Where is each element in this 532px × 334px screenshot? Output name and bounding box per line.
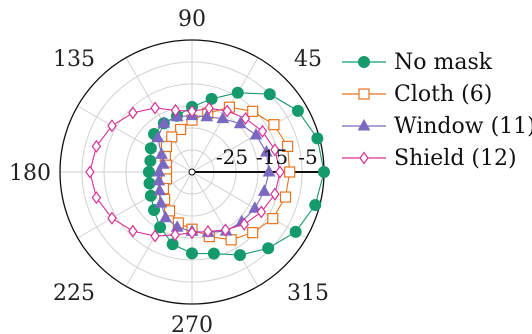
data-point <box>107 119 117 133</box>
data-point <box>151 130 165 143</box>
data-point <box>358 56 370 68</box>
data-point <box>282 140 294 152</box>
legend: No mask Cloth (6) Window (11) Shield (12) <box>342 50 532 171</box>
data-point <box>262 242 275 255</box>
data-point <box>357 118 371 131</box>
legend-item: Window (11) <box>342 114 532 139</box>
data-point <box>257 184 271 196</box>
data-point <box>85 165 95 179</box>
legend-label: Window (11) <box>394 114 532 139</box>
data-point <box>205 92 218 105</box>
series-group <box>85 101 285 243</box>
data-point <box>175 123 187 136</box>
data-point <box>156 157 170 169</box>
legend-label: Cloth (6) <box>394 82 492 107</box>
data-point <box>309 199 322 212</box>
data-point <box>231 86 244 99</box>
angle-tick-label: 180 <box>9 161 51 186</box>
data-point <box>240 111 251 126</box>
data-point <box>358 88 370 100</box>
data-point <box>233 249 246 262</box>
data-point <box>154 196 168 208</box>
legend-label: Shield (12) <box>394 146 517 171</box>
data-point <box>170 103 181 117</box>
legend-item: Cloth (6) <box>342 82 492 107</box>
data-point <box>155 147 168 159</box>
center-point <box>188 168 196 176</box>
legend-item: No mask <box>342 50 493 75</box>
data-point <box>267 213 279 225</box>
data-point <box>239 217 250 231</box>
data-point <box>216 111 230 124</box>
data-point <box>170 109 184 122</box>
data-point <box>166 131 178 143</box>
data-point <box>260 145 273 157</box>
data-point <box>200 109 214 122</box>
angle-tick-label: 225 <box>53 281 95 306</box>
data-point <box>318 166 330 178</box>
data-point <box>222 104 232 118</box>
legend-item: Shield (12) <box>342 146 517 171</box>
data-point <box>166 238 179 251</box>
data-point <box>247 227 259 239</box>
angle-tick-label: 90 <box>178 7 206 32</box>
data-point <box>270 187 280 201</box>
data-point <box>249 128 263 140</box>
radial-tick-label: -5 <box>298 145 317 169</box>
data-point <box>256 205 267 219</box>
data-point <box>186 247 198 260</box>
data-point <box>142 166 155 178</box>
data-point <box>248 201 262 213</box>
data-point <box>225 234 237 246</box>
radial-tick-label: -15 <box>256 145 288 169</box>
data-point <box>91 139 102 153</box>
data-point <box>150 229 160 243</box>
angle-tick-label: 135 <box>53 47 95 72</box>
data-point <box>150 101 160 115</box>
data-point <box>170 228 180 242</box>
data-point <box>270 143 280 157</box>
data-point <box>187 226 197 240</box>
data-point <box>128 106 138 120</box>
legend-label: No mask <box>394 50 493 75</box>
data-point <box>157 116 171 128</box>
data-point <box>289 225 302 238</box>
data-point <box>187 104 197 118</box>
data-point <box>159 210 172 223</box>
data-point <box>247 105 259 117</box>
data-point <box>128 224 138 238</box>
angle-tick-label: 45 <box>294 47 322 72</box>
data-point <box>144 154 157 167</box>
angle-tick-label: 315 <box>287 281 329 306</box>
data-point <box>233 116 247 129</box>
data-point <box>144 189 157 202</box>
data-point <box>359 151 369 165</box>
data-point <box>152 173 166 186</box>
data-point <box>207 247 220 260</box>
data-point <box>257 124 268 138</box>
data-point <box>163 205 176 217</box>
radial-tick-label: -25 <box>216 145 248 169</box>
data-point <box>279 191 292 203</box>
data-point <box>107 211 117 225</box>
data-point <box>160 140 173 153</box>
data-point <box>291 104 304 117</box>
data-point <box>262 164 276 177</box>
data-point <box>143 177 156 190</box>
data-point <box>153 183 166 196</box>
data-point <box>203 224 213 239</box>
data-point <box>154 221 167 234</box>
data-point <box>204 101 214 115</box>
data-point <box>263 88 276 101</box>
data-point <box>268 119 280 131</box>
data-point <box>275 165 285 179</box>
data-point <box>144 142 157 155</box>
angle-tick-label: 270 <box>171 313 213 334</box>
data-point <box>220 223 231 237</box>
data-point <box>311 132 324 145</box>
data-point <box>91 191 102 205</box>
